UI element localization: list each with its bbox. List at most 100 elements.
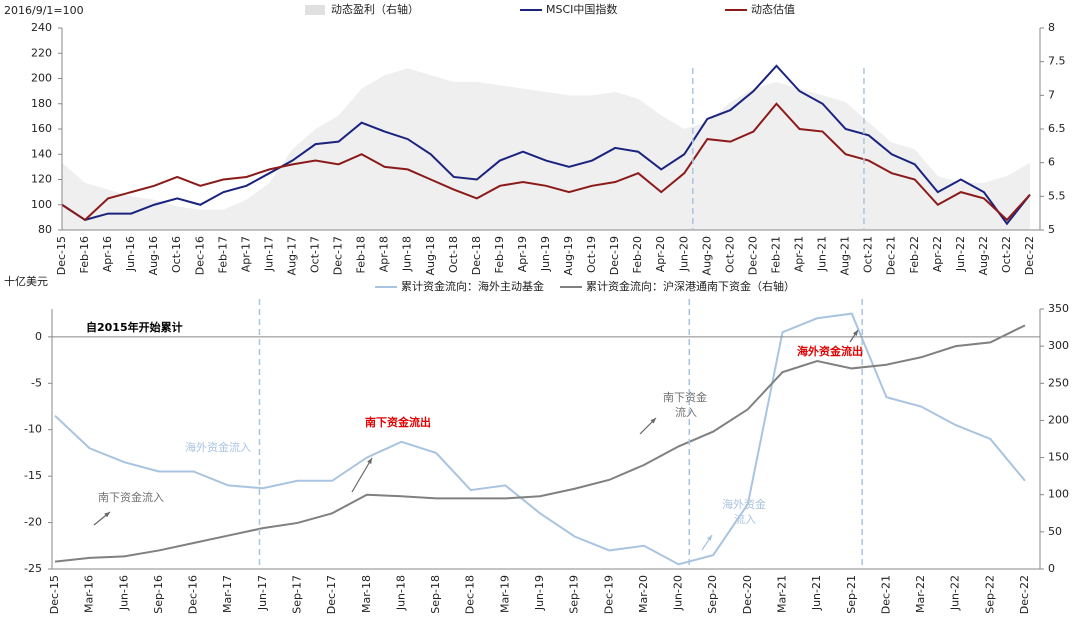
x-tick-label: Jun-22 (949, 575, 962, 611)
x-tick-label: Aug-21 (839, 236, 852, 275)
x-tick-label: Jun-17 (262, 236, 275, 272)
y2-tick-label: 5 (1048, 223, 1055, 236)
y2-tick-label: 0 (1048, 562, 1055, 575)
y-tick-label: 200 (31, 72, 52, 85)
legend-label: 累计资金流向：沪深港通南下资金（右轴） (586, 279, 795, 293)
x-tick-label: Dec-21 (879, 575, 892, 614)
x-tick-label: Apr-20 (654, 236, 667, 272)
x-tick-label: Jun-19 (539, 236, 552, 272)
x-tick-label: Jun-18 (394, 575, 407, 611)
y2-tick-label: 7 (1048, 88, 1055, 101)
annotation: 南下资金流入 (98, 490, 164, 504)
x-tick-label: Dec-18 (470, 236, 483, 275)
annotation: 自2015年开始累计 (86, 320, 183, 334)
x-tick-label: Oct-22 (1000, 236, 1013, 273)
y2-tick-label: 300 (1048, 339, 1069, 352)
area (62, 68, 1030, 231)
arrow (351, 457, 373, 493)
x-tick-label: Dec-18 (464, 575, 477, 614)
x-tick-label: Apr-22 (931, 236, 944, 272)
x-tick-label: Jun-19 (533, 575, 546, 611)
x-tick-label: Apr-18 (378, 236, 391, 272)
x-tick-label: Apr-16 (101, 236, 114, 272)
y2-tick-label: 350 (1048, 302, 1069, 315)
y2-tick-label: 200 (1048, 413, 1069, 426)
y-tick-label: -5 (31, 376, 42, 389)
x-tick-label: Oct-18 (447, 236, 460, 273)
y-tick-label: 0 (35, 330, 42, 343)
x-tick-label: Sep-22 (983, 575, 996, 614)
y2-tick-label: 7.5 (1048, 55, 1066, 68)
x-tick-label: Oct-19 (585, 236, 598, 273)
x-tick-label: Mar-22 (914, 575, 927, 613)
x-tick-label: Feb-17 (216, 236, 229, 273)
x-tick-label: Dec-22 (1023, 236, 1036, 275)
y2-tick-label: 8 (1048, 21, 1055, 34)
y-tick-label: 240 (31, 21, 52, 34)
x-tick-label: Dec-19 (602, 575, 615, 614)
annotation: 海外资金流出 (797, 344, 863, 358)
x-tick-label: Jun-17 (256, 575, 269, 611)
x-tick-label: Dec-19 (608, 236, 621, 275)
x-tick-label: Sep-16 (152, 575, 165, 614)
x-tick-label: Aug-19 (562, 236, 575, 275)
x-tick-label: Jun-22 (954, 236, 967, 272)
x-tick-label: Apr-17 (239, 236, 252, 272)
x-tick-label: Dec-15 (55, 236, 68, 275)
y-tick-label: 120 (31, 173, 52, 186)
y-tick-label: -10 (24, 423, 42, 436)
x-tick-label: Mar-17 (221, 575, 234, 613)
annotation: 海外资金 (722, 497, 766, 511)
x-tick-label: Dec-17 (332, 236, 345, 275)
x-tick-label: Jun-21 (810, 575, 823, 611)
x-tick-label: Jun-16 (124, 236, 137, 272)
x-tick-label: Jun-21 (816, 236, 829, 272)
x-tick-label: Oct-16 (170, 236, 183, 273)
line (54, 312, 1026, 566)
x-tick-label: Sep-21 (845, 575, 858, 614)
x-tick-label: Mar-16 (83, 575, 96, 613)
legend-label: 动态盈利（右轴） (331, 2, 419, 16)
x-tick-label: Jun-16 (117, 575, 130, 611)
y2-tick-label: 100 (1048, 488, 1069, 501)
x-tick-label: Dec-16 (193, 236, 206, 275)
x-tick-label: Oct-17 (309, 236, 322, 273)
x-tick-label: Mar-20 (637, 575, 650, 613)
x-tick-label: Aug-22 (977, 236, 990, 275)
annotation: 海外资金流入 (185, 440, 251, 454)
x-tick-label: Dec-15 (48, 575, 61, 614)
x-tick-label: Feb-16 (78, 236, 91, 273)
x-tick-label: Jun-20 (672, 575, 685, 611)
x-tick-label: Dec-21 (885, 236, 898, 275)
x-tick-label: Aug-18 (424, 236, 437, 275)
x-tick-label: Oct-21 (862, 236, 875, 273)
y-tick-label: 180 (31, 97, 52, 110)
x-tick-label: Jun-18 (401, 236, 414, 272)
arrow-head (367, 458, 372, 464)
x-tick-label: Feb-18 (355, 236, 368, 273)
line (61, 64, 1031, 226)
y2-tick-label: 50 (1048, 525, 1062, 538)
y2-tick-label: 250 (1048, 376, 1069, 389)
line (54, 324, 1026, 563)
x-tick-label: Aug-16 (147, 236, 160, 275)
annotation: 流入 (675, 405, 697, 419)
legend-swatch (305, 5, 325, 15)
x-tick-label: Dec-17 (325, 575, 338, 614)
x-tick-label: Feb-21 (769, 236, 782, 273)
x-tick-label: Feb-20 (631, 236, 644, 273)
x-tick-label: Jun-20 (677, 236, 690, 272)
annotation: 南下资金流出 (365, 415, 431, 429)
x-tick-label: Dec-22 (1018, 575, 1031, 614)
x-tick-label: Dec-16 (187, 575, 200, 614)
x-tick-label: Aug-20 (700, 236, 713, 275)
y-tick-label: -25 (24, 562, 42, 575)
y-axis-label: 十亿美元 (4, 274, 48, 288)
arrow-head (104, 512, 110, 518)
x-tick-label: Mar-18 (360, 575, 373, 613)
annotation: 南下资金 (663, 390, 707, 404)
arrow-head (852, 330, 858, 336)
y-tick-label: 100 (31, 198, 52, 211)
arrow-head (706, 535, 712, 541)
